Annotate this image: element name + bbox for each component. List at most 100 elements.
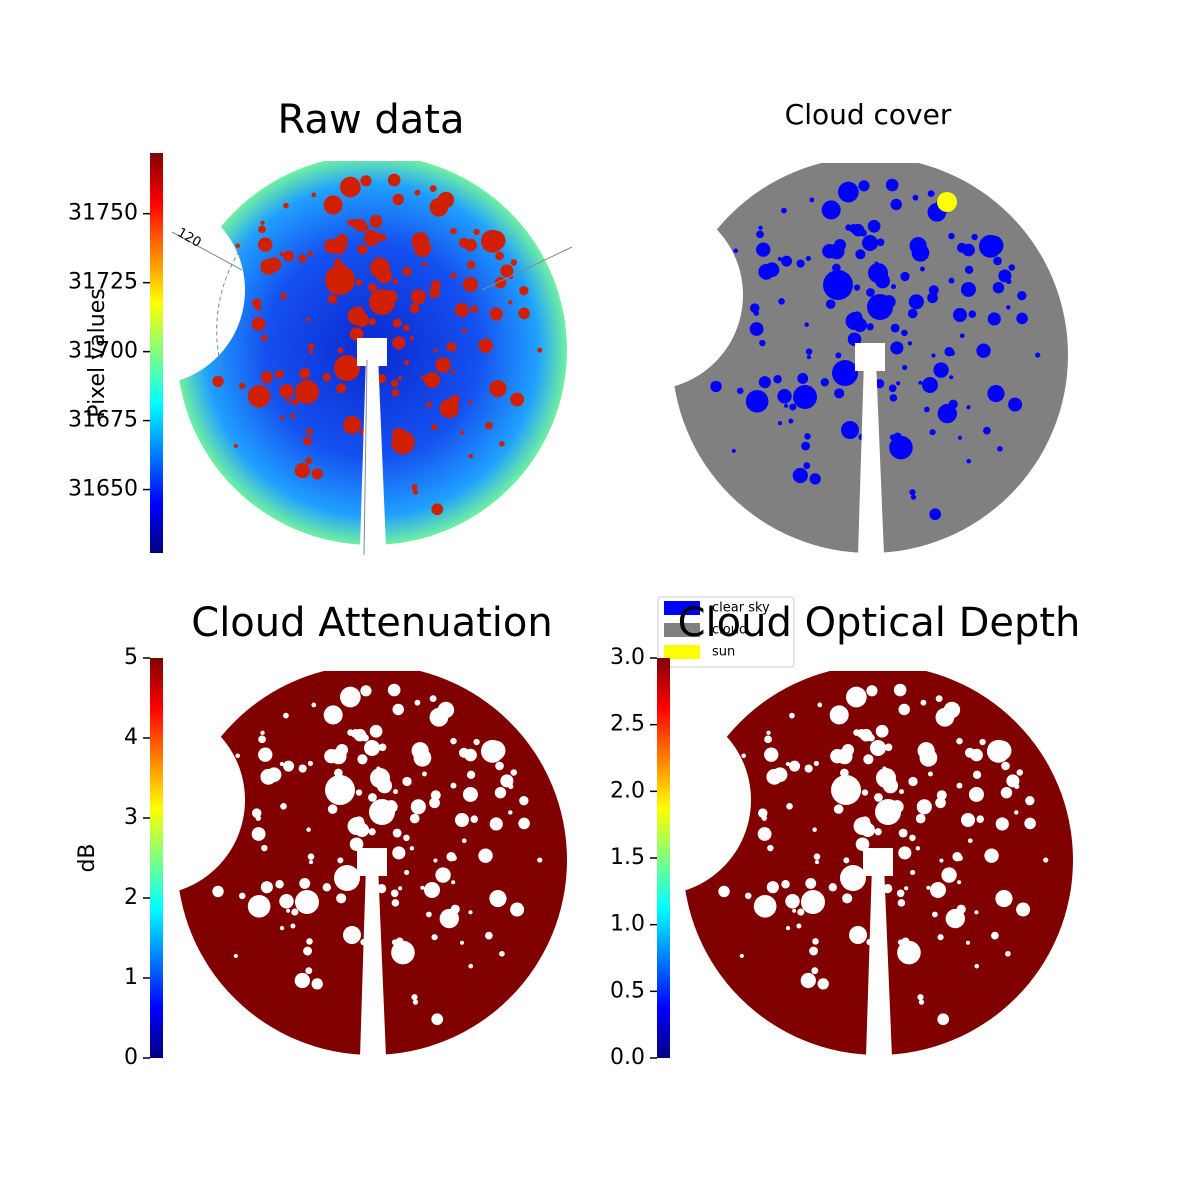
image-blob [299,877,311,889]
image-blob [831,714,837,720]
image-blob [238,382,246,390]
image-blob [874,828,882,836]
image-blob [392,318,402,328]
image-blob [368,1017,378,1027]
colorbar-tick-label: 3.0 [610,645,645,670]
image-blob [890,800,904,814]
image-blob [862,235,878,251]
image-blob [365,936,378,949]
image-blob [290,413,296,419]
image-blob [510,902,525,917]
image-blob [461,328,467,334]
image-blob [258,237,273,252]
image-blob [305,967,313,975]
image-blob [291,908,299,916]
image-blob [858,180,870,192]
image-blob [260,768,277,785]
image-blob [788,418,794,424]
image-blob [390,889,399,898]
image-blob [889,394,898,402]
colorbar [150,153,163,553]
image-blob [470,815,479,823]
image-blob [731,778,747,794]
image-blob [455,303,469,317]
image-blob [920,266,925,272]
image-blob [891,284,896,290]
image-blob [805,255,811,262]
image-blob [820,378,829,387]
image-blob [766,730,771,735]
image-blob [327,294,338,304]
image-blob [252,298,262,308]
image-blob [395,937,404,946]
image-blob [952,851,962,862]
image-blob [789,760,801,772]
image-blob [937,934,944,941]
image-blob [968,310,977,318]
colorbar-tick-label: 2 [124,885,138,910]
image-blob [426,911,432,918]
image-blob [247,894,271,918]
image-blob [462,786,478,802]
image-blob [836,748,853,765]
polar-grid-line [171,231,243,271]
image-blob [429,197,449,217]
image-blob [384,290,398,304]
image-blob [804,433,811,440]
image-blob [307,343,315,350]
image-blob [374,349,382,357]
image-blob [450,782,457,789]
image-blob [411,742,429,760]
image-blob [233,953,238,959]
image-blob [756,242,771,257]
image-blob [429,287,440,299]
image-blob [325,775,355,805]
colorbar-tick-label: 31750 [68,201,138,226]
image-blob [956,782,963,789]
image-blob [804,322,809,327]
image-blob [1014,810,1019,815]
legend-swatch [664,645,700,659]
image-blob [450,904,460,914]
image-blob [480,739,504,763]
image-blob [334,258,343,268]
image-blob [841,421,859,439]
image-blob [431,424,438,431]
image-blob [369,214,383,228]
image-blob [295,890,319,914]
image-blob [789,403,797,411]
colorbar-tick-label: 3 [124,805,138,830]
image-blob [384,800,398,814]
image-blob [305,457,313,465]
image-blob [508,810,513,815]
image-blob [360,685,372,697]
image-blob [280,802,287,810]
image-blob [859,728,873,742]
image-blob [510,769,518,776]
image-blob [306,428,313,435]
image-blob [898,703,910,716]
colorbar-tick-label: 2.0 [610,778,645,803]
image-blob [806,397,814,405]
image-blob [866,288,875,297]
image-blob [896,889,905,898]
image-blob [814,860,820,865]
image-blob [247,384,271,408]
image-blob [258,225,266,234]
image-blob [959,333,965,339]
image-blob [867,219,881,233]
legend-label: cloud [712,623,747,638]
image-blob [212,885,224,898]
image-blob [334,865,360,891]
image-blob [280,292,287,300]
image-blob [875,724,889,738]
image-blob [976,343,991,358]
image-blob [260,730,265,735]
image-blob [741,753,746,759]
image-blob [948,232,955,240]
panel-title: Cloud cover [785,98,952,131]
image-blob [739,953,744,959]
image-blob [926,885,931,890]
image-blob [510,392,525,407]
